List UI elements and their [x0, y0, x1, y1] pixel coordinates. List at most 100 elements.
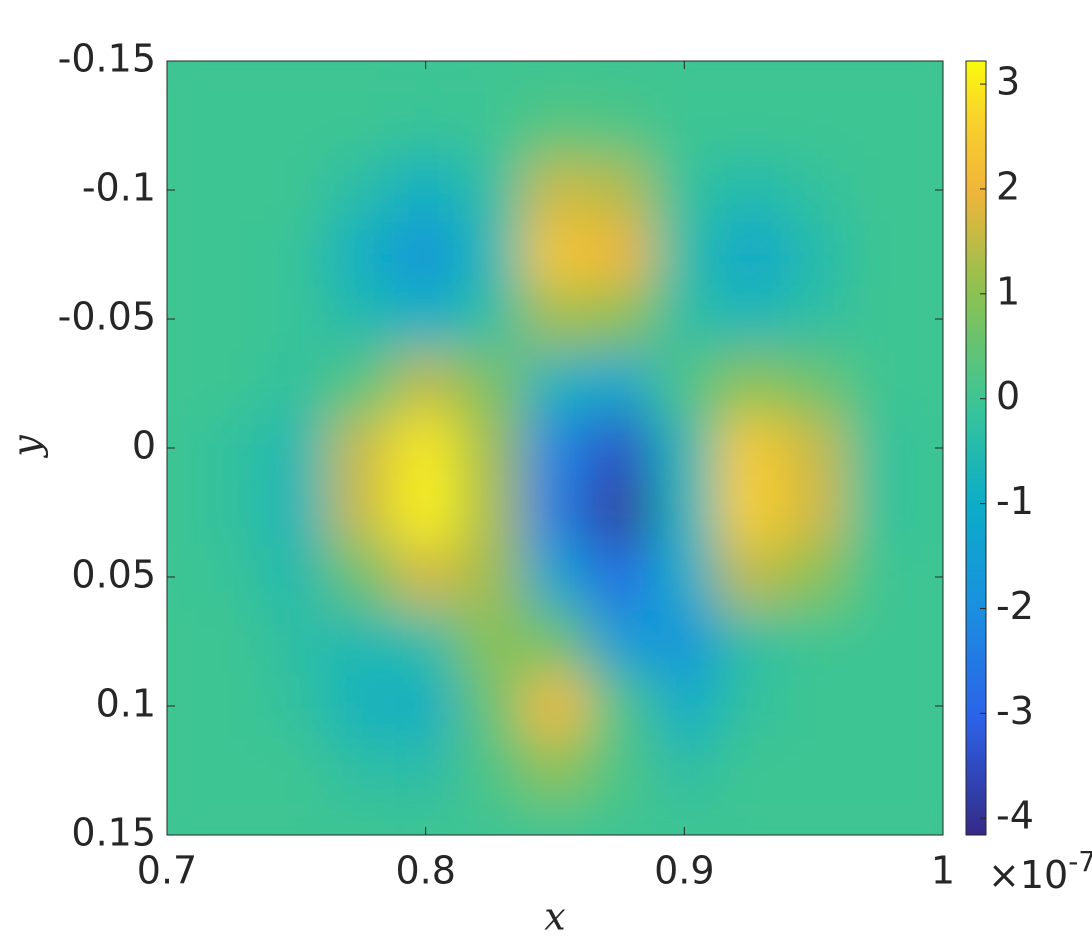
heatmap-cell [587, 61, 653, 95]
heatmap-cell [781, 673, 847, 740]
heatmap-cell [393, 286, 459, 353]
y-tick-label: 0.15 [71, 811, 156, 855]
heatmap-cell [264, 609, 330, 675]
heatmap-cell [587, 802, 653, 835]
heatmap-cell [199, 222, 265, 288]
heatmap-cell [587, 738, 653, 804]
heatmap-cell [781, 61, 847, 95]
heatmap-cell [393, 222, 459, 288]
heatmap-cell [264, 544, 330, 611]
heatmap-cell [199, 738, 265, 804]
heatmap-cell [328, 738, 395, 804]
heatmap-cell [199, 157, 265, 224]
heatmap-cell [264, 673, 330, 740]
heatmap-cell [458, 351, 524, 417]
heatmap-cell [522, 93, 589, 159]
heatmap-cell [393, 544, 459, 611]
heatmap-cell [846, 351, 912, 417]
heatmap-cell [393, 609, 459, 675]
colorbar-tick-label: -2 [996, 584, 1034, 628]
heatmap-cell [587, 93, 653, 159]
heatmap-cell [716, 609, 783, 675]
heatmap-cell [328, 415, 395, 482]
x-tick-label: 0.9 [654, 849, 714, 893]
heatmap-cell [781, 222, 847, 288]
heatmap-cell [264, 738, 330, 804]
heatmap-cell [716, 480, 783, 546]
heatmap-cell [199, 61, 265, 95]
heatmap-cell [264, 351, 330, 417]
heatmap-cell [458, 415, 524, 482]
y-axis-label: y [5, 435, 49, 459]
heatmap-cell [781, 93, 847, 159]
heatmap-cell [781, 609, 847, 675]
heatmap-cell [781, 544, 847, 611]
heatmap-cell [328, 61, 395, 95]
heatmap-cell [716, 673, 783, 740]
heatmap-cell [328, 673, 395, 740]
multiplier-exponent: -7 [1068, 845, 1092, 878]
heatmap-cell [910, 738, 943, 804]
colorbar [965, 60, 987, 836]
heatmap-cell [522, 673, 589, 740]
heatmap-cell [652, 802, 718, 835]
heatmap-cell [328, 157, 395, 224]
heatmap-cell [846, 609, 912, 675]
heatmap-cell [264, 480, 330, 546]
heatmap-cell [199, 802, 265, 835]
heatmap-cell [587, 222, 653, 288]
heatmap-cell [328, 802, 395, 835]
heatmap-cell [522, 480, 589, 546]
heatmap-cell [652, 609, 718, 675]
x-tick-label: 1 [931, 849, 955, 893]
heatmap-cell [393, 415, 459, 482]
heatmap-cell [522, 802, 589, 835]
heatmap-cell [716, 802, 783, 835]
heatmap-cell [846, 480, 912, 546]
heatmap-cell [264, 802, 330, 835]
heatmap-cell [458, 157, 524, 224]
heatmap-cell [587, 415, 653, 482]
heatmap-cell [910, 93, 943, 159]
heatmap-cell [264, 415, 330, 482]
heatmap-cell [910, 222, 943, 288]
heatmap-cell [781, 480, 847, 546]
colorbar-tick-label: 0 [996, 374, 1020, 418]
heatmap-cell [652, 480, 718, 546]
heatmap-cell [458, 609, 524, 675]
heatmap-cell [458, 93, 524, 159]
heatmap-cell [846, 157, 912, 224]
heatmap-cell [393, 157, 459, 224]
heatmap-cell [199, 609, 265, 675]
heatmap-cell [328, 480, 395, 546]
colorbar-tick-label: 1 [996, 269, 1020, 313]
heatmap-cell [587, 673, 653, 740]
heatmap-cell [328, 609, 395, 675]
heatmap-cell [328, 351, 395, 417]
heatmap-cell [910, 351, 943, 417]
y-tick-label: -0.05 [58, 295, 156, 339]
heatmap-cell [522, 222, 589, 288]
heatmap-cell [716, 93, 783, 159]
y-tick-label: 0.05 [71, 553, 156, 597]
colorbar-multiplier: ×10-7 [988, 845, 1092, 897]
heatmap-cell [652, 544, 718, 611]
heatmap-cell [652, 157, 718, 224]
heatmap-cell [264, 222, 330, 288]
heatmap-cell [781, 802, 847, 835]
heatmap-cell [264, 93, 330, 159]
heatmap-cell [328, 222, 395, 288]
heatmap-cell [652, 93, 718, 159]
heatmap-cell [167, 351, 201, 417]
heatmap-cell [199, 673, 265, 740]
heatmap-cell [167, 61, 201, 95]
y-tick-label: 0.1 [96, 682, 156, 726]
heatmap-cell [393, 61, 459, 95]
heatmap-cell [846, 222, 912, 288]
heatmap-cell [846, 673, 912, 740]
heatmap-cell [522, 351, 589, 417]
heatmap-cell [652, 351, 718, 417]
heatmap-cell [910, 609, 943, 675]
